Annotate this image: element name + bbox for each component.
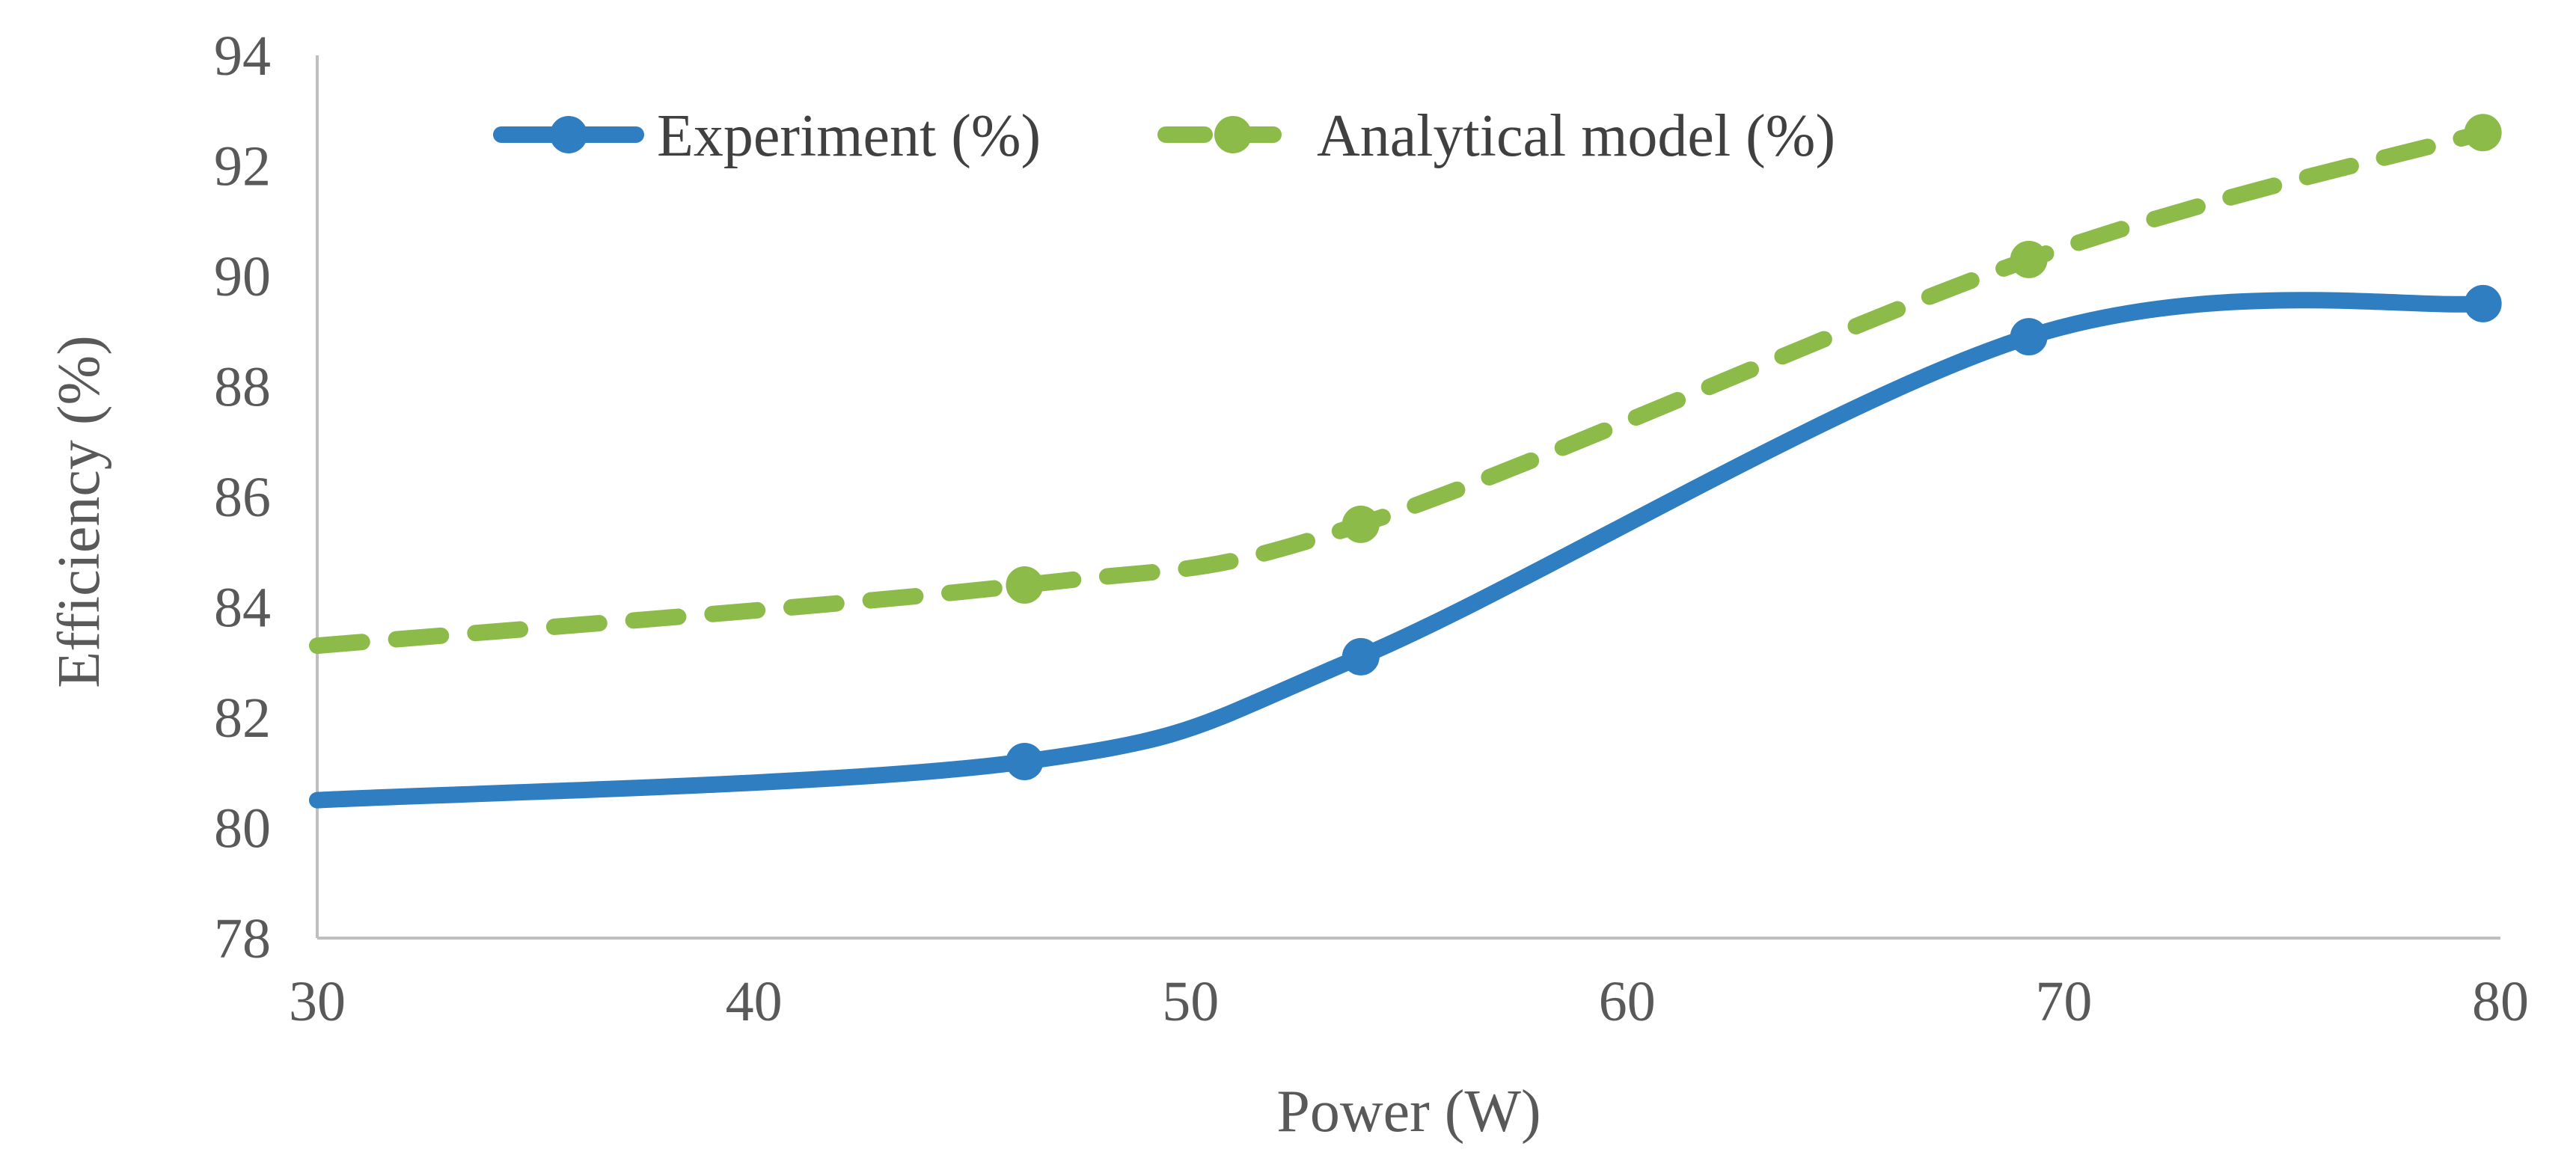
series-line: [309, 124, 2491, 655]
legend-entry: Analytical model (%): [1157, 103, 1835, 169]
series-experiment: [309, 284, 2502, 809]
legend: Experiment (%) Analytical model (%): [493, 103, 1835, 169]
x-tick-label: 50: [1162, 970, 1219, 1033]
y-tick-label: 78: [214, 907, 271, 970]
y-tick-label: 88: [214, 356, 271, 419]
legend-label: Experiment (%): [657, 103, 1041, 169]
series-analytical-model: [309, 114, 2502, 655]
y-tick-label: 80: [214, 797, 271, 860]
y-tick-label: 86: [214, 466, 271, 529]
data-point: [1341, 637, 1380, 676]
x-axis-title: Power (W): [1276, 1079, 1541, 1145]
x-tick-label: 30: [289, 970, 346, 1033]
legend-entry: Experiment (%): [493, 103, 1041, 169]
data-point: [2464, 114, 2502, 152]
y-tick-label: 94: [214, 25, 271, 88]
y-tick-labels: 78 80 82 84 86 88 90 92 94: [214, 25, 271, 970]
x-tick-label: 60: [1599, 970, 1656, 1033]
x-tick-label: 80: [2472, 970, 2529, 1033]
data-point: [1006, 743, 1044, 780]
data-point: [1341, 505, 1380, 543]
y-tick-label: 84: [214, 577, 271, 640]
x-tick-labels: 30 40 50 60 70 80: [289, 970, 2529, 1033]
series-layer: [309, 114, 2502, 809]
x-tick-label: 40: [726, 970, 783, 1033]
series-line: [309, 292, 2491, 809]
axes: [316, 55, 2500, 940]
x-tick-label: 70: [2035, 970, 2092, 1033]
y-tick-label: 90: [214, 245, 271, 308]
y-axis-title: Efficiency (%): [46, 335, 112, 688]
y-tick-label: 92: [214, 135, 271, 198]
data-point: [2010, 318, 2048, 356]
data-point: [1006, 566, 1044, 604]
data-point: [2464, 284, 2502, 322]
y-tick-label: 82: [214, 687, 271, 750]
legend-label: Analytical model (%): [1317, 103, 1835, 169]
legend-swatch-marker: [1214, 116, 1252, 153]
legend-swatch-marker: [550, 116, 587, 153]
data-point: [2010, 240, 2048, 278]
